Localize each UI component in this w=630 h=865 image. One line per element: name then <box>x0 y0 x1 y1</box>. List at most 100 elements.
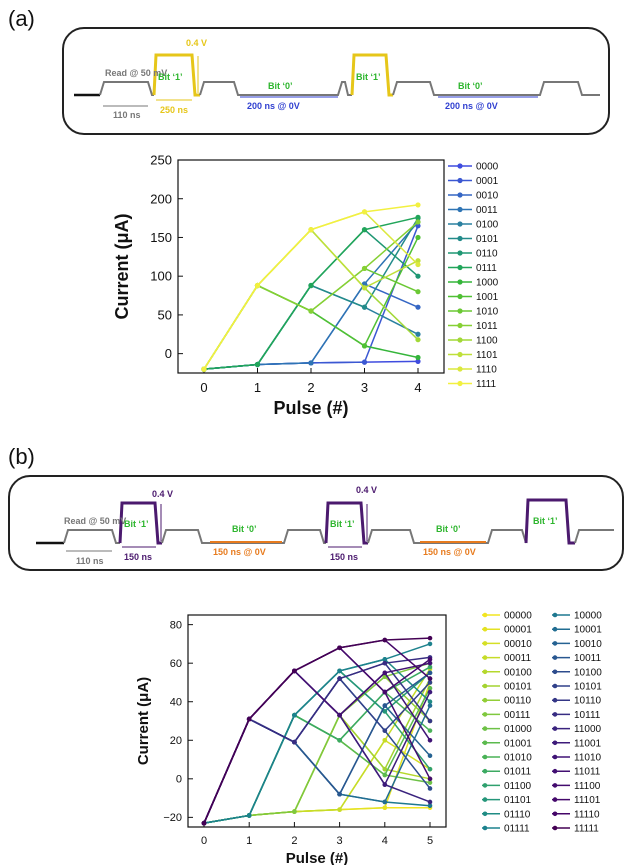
data-point <box>308 282 314 289</box>
data-point <box>427 660 433 666</box>
b-bit1-second-label: Bit ‘1’ <box>330 519 355 529</box>
legend-marker <box>552 754 558 760</box>
data-point <box>382 737 388 743</box>
bit1-label: Bit ‘1’ <box>158 72 183 82</box>
y-tick-label: 40 <box>170 697 182 709</box>
series-line <box>203 656 431 824</box>
legend-marker <box>552 655 558 660</box>
legend-label: 11111 <box>574 824 599 835</box>
legend-marker <box>552 825 558 831</box>
legend-label: 11000 <box>574 724 602 735</box>
data-point <box>415 337 421 343</box>
data-point <box>361 227 368 233</box>
data-point <box>382 689 388 695</box>
y-tick-label: 20 <box>170 735 182 747</box>
legend-marker <box>482 697 488 703</box>
data-point <box>382 709 388 714</box>
legend-marker <box>457 293 463 300</box>
data-point <box>361 285 368 291</box>
legend-marker <box>552 697 558 703</box>
data-point <box>292 668 297 674</box>
y-tick-label: 250 <box>150 153 172 168</box>
legend-label: 10100 <box>574 667 602 678</box>
data-point <box>415 358 421 364</box>
x-tick-label: 2 <box>307 380 314 395</box>
data-point <box>415 219 421 225</box>
data-point <box>427 766 433 772</box>
data-point <box>308 308 314 314</box>
data-point <box>337 807 342 812</box>
legend-label: 00111 <box>504 710 531 721</box>
data-point <box>427 803 433 809</box>
data-point <box>361 209 368 215</box>
data-point <box>308 360 314 366</box>
legend-label: 1100 <box>476 336 498 347</box>
x-tick-label: 0 <box>201 835 207 847</box>
data-point <box>427 728 433 733</box>
data-point <box>427 703 433 708</box>
data-point <box>361 265 368 272</box>
data-point <box>382 657 388 662</box>
legend-label: 0000 <box>476 162 499 173</box>
x-tick-label: 1 <box>254 380 261 395</box>
data-point <box>415 273 421 279</box>
legend-label: 10101 <box>574 682 602 693</box>
data-point <box>308 227 314 233</box>
data-point <box>254 361 261 368</box>
legend-marker <box>552 768 558 774</box>
y-tick-label: 150 <box>150 230 172 245</box>
data-point <box>415 202 421 208</box>
read-width-label: 110 ns <box>113 110 141 120</box>
legend-marker <box>457 206 463 213</box>
data-point <box>382 637 388 643</box>
x-tick-label: 1 <box>246 835 252 847</box>
legend-marker <box>482 612 488 618</box>
data-point <box>415 261 421 268</box>
data-point <box>427 685 433 691</box>
series-line <box>203 677 431 824</box>
legend-label: 00000 <box>504 611 532 622</box>
legend-label: 1001 <box>476 292 499 303</box>
legend-marker <box>457 322 463 329</box>
legend-label: 01110 <box>504 809 531 820</box>
b-read-width-label: 110 ns <box>76 556 104 566</box>
y-tick-label: 50 <box>158 307 172 322</box>
series-line <box>203 675 431 824</box>
x-tick-label: 3 <box>361 380 368 395</box>
data-point <box>337 676 342 681</box>
bit1-amp-label: 0.4 V <box>186 38 207 48</box>
legend-label: 00001 <box>504 625 532 636</box>
data-point <box>427 689 433 695</box>
data-point <box>415 354 421 361</box>
data-point <box>246 813 252 818</box>
data-point <box>201 366 207 372</box>
b-bit1-label: Bit ‘1’ <box>124 519 149 529</box>
bit0-label: Bit ‘0’ <box>268 81 293 91</box>
legend-marker <box>457 351 463 358</box>
legend-label: 1000 <box>476 278 499 289</box>
data-point <box>427 680 433 685</box>
b-bit0-label: Bit ‘0’ <box>232 524 257 534</box>
series-line <box>203 637 431 824</box>
legend-marker <box>457 235 463 242</box>
data-point <box>427 676 433 681</box>
legend-label: 00010 <box>504 639 532 650</box>
y-tick-label: −20 <box>163 812 182 824</box>
legend-marker <box>482 783 488 788</box>
data-point <box>337 668 342 674</box>
data-point <box>382 728 388 733</box>
legend-marker <box>482 740 488 746</box>
legend-marker <box>457 264 463 271</box>
legend-marker <box>457 380 463 387</box>
data-point <box>427 657 433 662</box>
legend-label: 10010 <box>574 639 602 650</box>
legend-label: 0111 <box>476 263 497 274</box>
data-point <box>292 809 297 814</box>
b-bit0-second-label: Bit ‘0’ <box>436 524 461 534</box>
legend-label: 0010 <box>476 191 499 202</box>
series-line <box>203 677 431 824</box>
data-point <box>201 820 207 826</box>
legend-label: 10000 <box>574 611 602 622</box>
